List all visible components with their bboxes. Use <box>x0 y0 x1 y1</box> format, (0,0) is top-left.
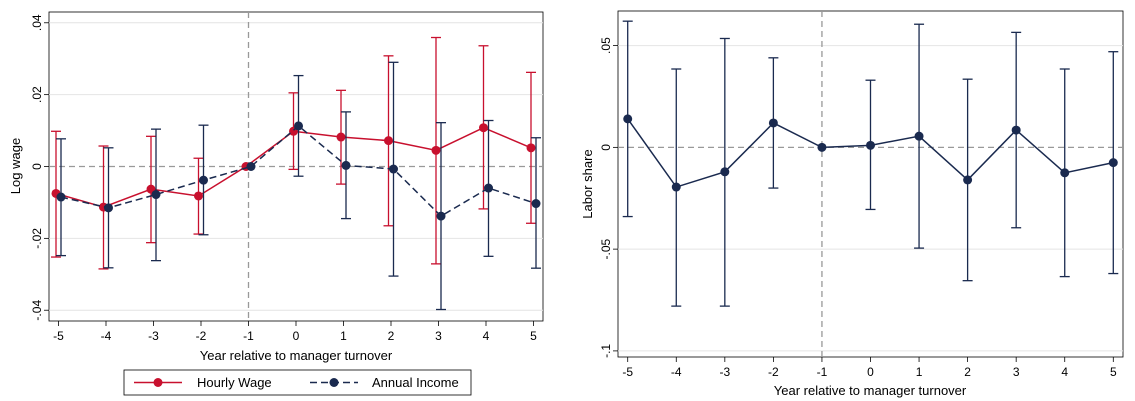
x-tick-label: -4 <box>101 329 112 343</box>
x-tick-label: 4 <box>1061 365 1068 379</box>
data-point <box>817 142 827 152</box>
data-point <box>294 121 303 131</box>
x-tick-label: -2 <box>196 329 207 343</box>
data-point <box>246 162 256 171</box>
x-tick-label: -3 <box>148 329 159 343</box>
y-tick-label: 0 <box>30 163 44 170</box>
x-tick-label: 3 <box>435 329 442 343</box>
x-tick-label: -4 <box>671 365 682 379</box>
data-point <box>199 175 208 185</box>
x-tick-label: 1 <box>916 365 923 379</box>
data-point <box>1011 125 1021 135</box>
x-tick-label: 1 <box>340 329 347 343</box>
y-tick-label: .04 <box>30 14 44 31</box>
y-tick-label: .02 <box>30 86 44 103</box>
left-y-axis-title: Log wage <box>8 138 23 194</box>
data-point <box>1108 158 1118 168</box>
data-point <box>436 211 446 221</box>
data-point <box>526 143 536 153</box>
legend-hourly-wage-marker <box>153 378 163 387</box>
left-series-area <box>51 36 541 311</box>
x-tick-label: 2 <box>388 329 395 343</box>
x-tick-label: 2 <box>964 365 971 379</box>
left-chart: -5 -4 -3 -2 -1 0 1 2 3 4 5 -.04 -.02 0 .02 .04 Year re… <box>8 11 544 396</box>
right-chart: -5 -4 -3 -2 -1 0 1 2 3 4 5 -.1 -.05 0 .05 Year relati… <box>580 10 1124 398</box>
x-tick-label: -5 <box>53 329 64 343</box>
left-x-axis-title: Year relative to manager turnover <box>200 348 393 363</box>
legend: Hourly Wage Annual Income <box>123 369 472 396</box>
data-point <box>479 123 488 133</box>
data-point <box>194 191 203 201</box>
right-y-ticks: -.1 -.05 0 .05 <box>599 37 618 358</box>
legend-annual-income-marker <box>329 378 339 387</box>
x-tick-label: 0 <box>867 365 874 379</box>
right-x-axis-title: Year relative to manager turnover <box>774 383 967 398</box>
legend-hourly-wage-label: Hourly Wage <box>197 375 272 390</box>
x-tick-label: 4 <box>483 329 490 343</box>
x-tick-label: -2 <box>768 365 779 379</box>
data-point <box>720 167 730 177</box>
data-point <box>623 114 633 124</box>
data-point <box>341 160 351 170</box>
right-series-area <box>622 20 1119 307</box>
data-point <box>389 164 398 174</box>
left-y-ticks: -.04 -.02 0 .02 .04 <box>30 14 49 321</box>
x-tick-label: 0 <box>293 329 300 343</box>
data-point <box>484 183 493 193</box>
right-y-axis-title: Labor share <box>580 149 595 218</box>
series-0 <box>51 36 536 270</box>
data-point <box>1060 168 1070 178</box>
data-point <box>531 199 541 209</box>
data-point <box>56 192 66 202</box>
data-point <box>384 136 393 146</box>
y-tick-label: -.02 <box>30 228 44 249</box>
data-point <box>914 131 924 141</box>
x-tick-label: -1 <box>243 329 254 343</box>
right-gridlines <box>618 45 1123 352</box>
data-point <box>768 118 778 128</box>
legend-annual-income-label: Annual Income <box>372 375 459 390</box>
data-point <box>963 175 973 185</box>
series-0 <box>622 20 1119 307</box>
data-point <box>151 190 161 200</box>
series-1 <box>56 61 541 311</box>
left-gridlines <box>49 22 543 311</box>
x-tick-label: 5 <box>1110 365 1117 379</box>
data-point <box>336 132 346 142</box>
x-tick-label: 5 <box>530 329 537 343</box>
x-tick-label: -1 <box>817 365 828 379</box>
x-tick-label: -5 <box>622 365 633 379</box>
data-point <box>866 140 875 150</box>
y-tick-label: 0 <box>599 144 613 151</box>
y-tick-label: -.1 <box>599 344 613 358</box>
data-point <box>671 182 681 192</box>
x-tick-label: 3 <box>1013 365 1020 379</box>
right-x-ticks: -5 -4 -3 -2 -1 0 1 2 3 4 5 <box>622 357 1117 379</box>
y-tick-label: -.04 <box>30 300 44 321</box>
y-tick-label: -.05 <box>599 238 613 259</box>
x-tick-label: -3 <box>719 365 730 379</box>
y-tick-label: .05 <box>599 37 613 54</box>
left-x-ticks: -5 -4 -3 -2 -1 0 1 2 3 4 5 <box>53 321 537 343</box>
data-point <box>104 203 113 213</box>
data-point <box>431 145 441 155</box>
